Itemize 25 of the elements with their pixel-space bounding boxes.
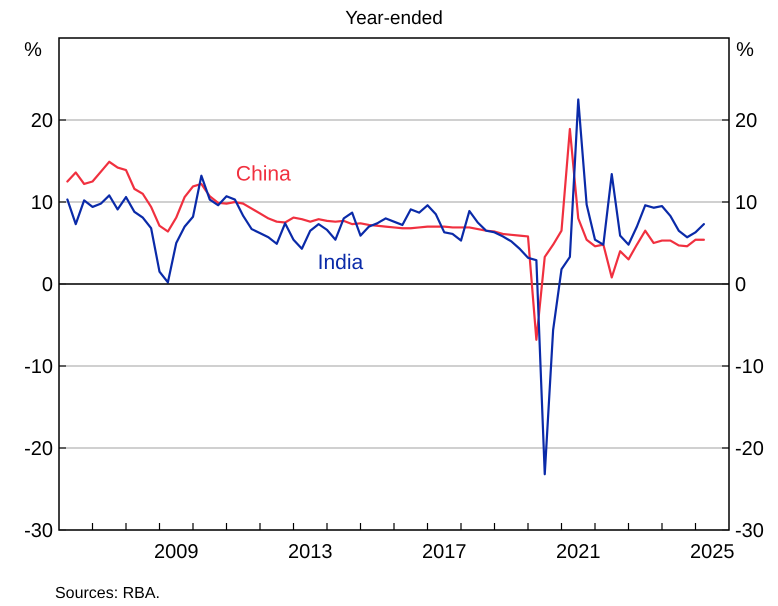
y-tick-label: 0 [42,274,53,296]
y-tick-label: -20 [24,438,53,460]
line-series [66,98,705,476]
y2-tick-label: -30 [735,520,764,542]
series-label: China [236,162,292,186]
x-tick-label: 2021 [556,541,600,563]
y-tick-label: 20 [30,110,53,132]
x-tick-label: 2013 [288,541,332,563]
y-axis-title: % [24,39,42,61]
x-tick-label: 2025 [690,541,734,563]
y2-tick-label: -20 [735,438,764,460]
y-tick-label: -10 [24,356,53,378]
x-tick-label: 2017 [422,541,466,563]
y2-tick-label: 10 [735,192,758,214]
series-label: India [318,251,364,274]
y2-tick-label: -10 [735,356,764,378]
x-tick-label: 2009 [154,541,198,563]
chart-title: Year-ended [345,8,443,29]
y2-tick-label: 20 [735,110,758,132]
y2-axis-title: % [736,39,754,61]
y2-tick-label: 0 [735,274,746,296]
y-tick-label: 10 [30,192,53,214]
source-note: Sources: RBA. [55,585,160,602]
y-tick-label: -30 [24,520,53,542]
line-series [66,128,705,341]
